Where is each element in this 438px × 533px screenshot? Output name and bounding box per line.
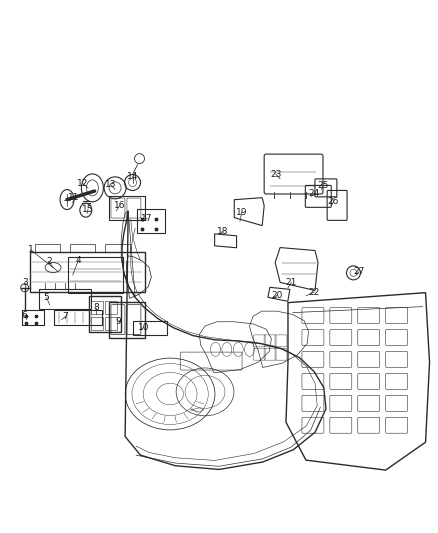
Text: 26: 26 — [328, 197, 339, 206]
Text: 5: 5 — [44, 293, 49, 302]
Text: 2: 2 — [46, 257, 52, 265]
Text: 8: 8 — [93, 303, 99, 312]
Text: 23: 23 — [270, 169, 282, 179]
Text: 12: 12 — [77, 179, 88, 188]
Text: 18: 18 — [217, 227, 228, 236]
Text: 14: 14 — [127, 172, 138, 181]
Text: 4: 4 — [76, 256, 81, 264]
Text: 7: 7 — [63, 312, 68, 321]
Text: 22: 22 — [308, 287, 320, 296]
Text: 13: 13 — [105, 180, 117, 189]
Text: 27: 27 — [353, 268, 364, 276]
Text: 21: 21 — [286, 278, 297, 287]
Text: 1: 1 — [28, 245, 33, 254]
Text: 3: 3 — [22, 278, 28, 287]
Text: 16: 16 — [114, 201, 125, 211]
Text: 6: 6 — [22, 311, 28, 320]
Text: 20: 20 — [272, 290, 283, 300]
Text: 25: 25 — [317, 181, 328, 190]
Text: 10: 10 — [138, 322, 150, 332]
Text: 9: 9 — [116, 317, 121, 326]
Text: 15: 15 — [82, 205, 94, 214]
Text: 19: 19 — [236, 208, 247, 217]
Text: 11: 11 — [68, 193, 80, 202]
Text: 24: 24 — [308, 189, 320, 198]
Text: 17: 17 — [141, 214, 153, 223]
